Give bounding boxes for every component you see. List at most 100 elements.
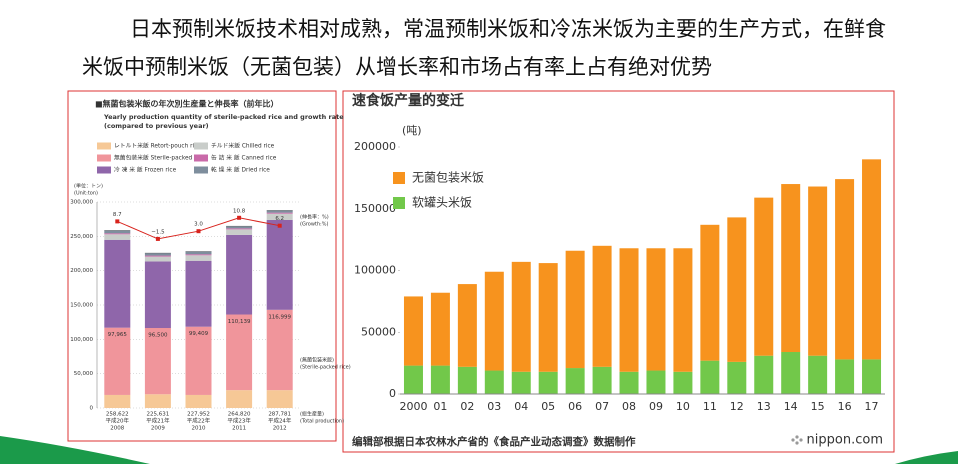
legend-label: チルド米飯 Chilled rice [211, 142, 275, 150]
x-tick-label: 平成20年 [106, 417, 130, 425]
bar-segment [403, 296, 423, 366]
x-tick-label: 13 [757, 400, 771, 413]
x-tick-label: 2010 [192, 426, 206, 432]
bar-segment [511, 261, 531, 372]
bar-segment [484, 370, 504, 394]
bar-segment [484, 271, 504, 371]
chart-title: ■無菌包装米飯の年次別生産量と伸長率（前年比） [95, 99, 279, 109]
bar-segment [808, 186, 828, 356]
x-tick-label: 2000 [399, 400, 427, 413]
bar-segment [144, 255, 171, 257]
y-tick-label: 250,000 [70, 234, 93, 240]
bar-segment [457, 366, 477, 394]
y-tick-label: 100,000 [70, 337, 93, 343]
bar-segment [835, 359, 855, 394]
source-note: 编辑部根据日本农林水产省的《食品产业动态调查》数据制作 [352, 435, 636, 448]
growth-label: −1.5 [151, 229, 165, 235]
bar-segment [781, 184, 801, 353]
x-tick-label: 11 [703, 400, 717, 413]
y-axis-label: (単位：トン) [74, 183, 103, 190]
x-tick-label: 平成21年 [146, 417, 170, 425]
bar-segment [104, 234, 131, 240]
growth-label: 8.7 [113, 212, 122, 218]
brand-icon [791, 435, 803, 445]
bar-segment [144, 256, 171, 262]
bar-segment [430, 292, 450, 366]
legend-swatch [97, 166, 111, 174]
legend-label: レトルト米飯 Retort-pouch rice [114, 142, 201, 150]
x-tick-label: 01 [433, 400, 447, 413]
data-label: 99,409 [189, 331, 209, 337]
decor-swoosh [895, 451, 958, 464]
bar-segment [538, 263, 558, 372]
headline: 日本预制米饭技术相对成熟，常温预制米饭和冷冻米饭为主要的生产方式，在鲜食米饭中预… [82, 17, 886, 79]
bar-segment [727, 217, 747, 362]
x-tick-label: 02 [460, 400, 474, 413]
bar-segment [754, 355, 774, 394]
y-tick-label: 50000 [361, 325, 396, 338]
x-tick-label: 04 [514, 400, 528, 413]
x-tick-label: 15 [811, 400, 825, 413]
growth-axis-label: (伸長率：%) [300, 214, 329, 221]
totals-label: (Total production) [300, 419, 344, 425]
bar-segment [565, 368, 585, 394]
y-tick-label: 150,000 [70, 303, 93, 309]
bar-segment [266, 219, 293, 310]
y-tick-label: 300,000 [70, 200, 93, 206]
bar-segment [646, 370, 666, 394]
y-tick-label: 0 [389, 387, 396, 400]
bar-segment [266, 212, 293, 214]
bar-segment [592, 366, 612, 394]
x-tick-label: 2012 [273, 426, 287, 432]
bar-segment [185, 260, 212, 327]
data-label: 110,139 [228, 319, 251, 325]
total-label: 225,631 [147, 412, 170, 418]
bar-segment [808, 355, 828, 394]
bar-segment [226, 228, 253, 230]
bar-segment [226, 314, 253, 391]
x-tick-label: 05 [541, 400, 555, 413]
bar-segment [862, 159, 882, 360]
legend-swatch [194, 166, 208, 174]
series-note: (無菌包装米飯) [300, 357, 334, 364]
bar-segment [185, 254, 212, 256]
bar-segment [144, 261, 171, 329]
legend-swatch [194, 142, 208, 150]
total-label: 287,781 [268, 412, 291, 418]
total-label: 227,952 [187, 412, 210, 418]
bar-segment [144, 253, 171, 256]
legend-label: 缶 詰 米 飯 Canned rice [211, 154, 277, 162]
y-tick-label: 0 [90, 406, 94, 412]
bar-segment [226, 226, 253, 229]
bar-segment [266, 390, 293, 408]
total-label: 264,820 [228, 412, 251, 418]
x-tick-label: 平成22年 [187, 417, 211, 425]
bar-segment [538, 371, 558, 394]
legend-swatch [97, 154, 111, 162]
bar-segment [835, 179, 855, 360]
bar-segment [781, 352, 801, 394]
bar-segment [565, 250, 585, 369]
legend-label: 软罐头米饭 [412, 196, 472, 210]
growth-axis-label: (Growth:%) [300, 222, 328, 228]
bar-segment [727, 361, 747, 394]
data-label: 116,999 [268, 314, 291, 320]
legend-label: 無菌包装米飯 Sterile-packed rice [114, 154, 205, 162]
bar-segment [673, 248, 693, 372]
total-label: 258,622 [106, 412, 129, 418]
bar-segment [104, 230, 131, 234]
x-tick-label: 2008 [110, 426, 124, 432]
x-tick-label: 10 [676, 400, 690, 413]
growth-label: 3.0 [194, 222, 203, 228]
bar-segment [511, 371, 531, 394]
legend-label: 乾 燥 米 飯 Dried rice [211, 166, 270, 174]
x-tick-label: 2009 [151, 426, 165, 432]
data-label: 97,965 [108, 332, 128, 338]
growth-point [277, 223, 282, 228]
legend-swatch [194, 154, 208, 162]
bar-segment [266, 210, 293, 213]
series-note: (Sterile-packed rice) [300, 365, 351, 371]
bar-segment [619, 371, 639, 394]
